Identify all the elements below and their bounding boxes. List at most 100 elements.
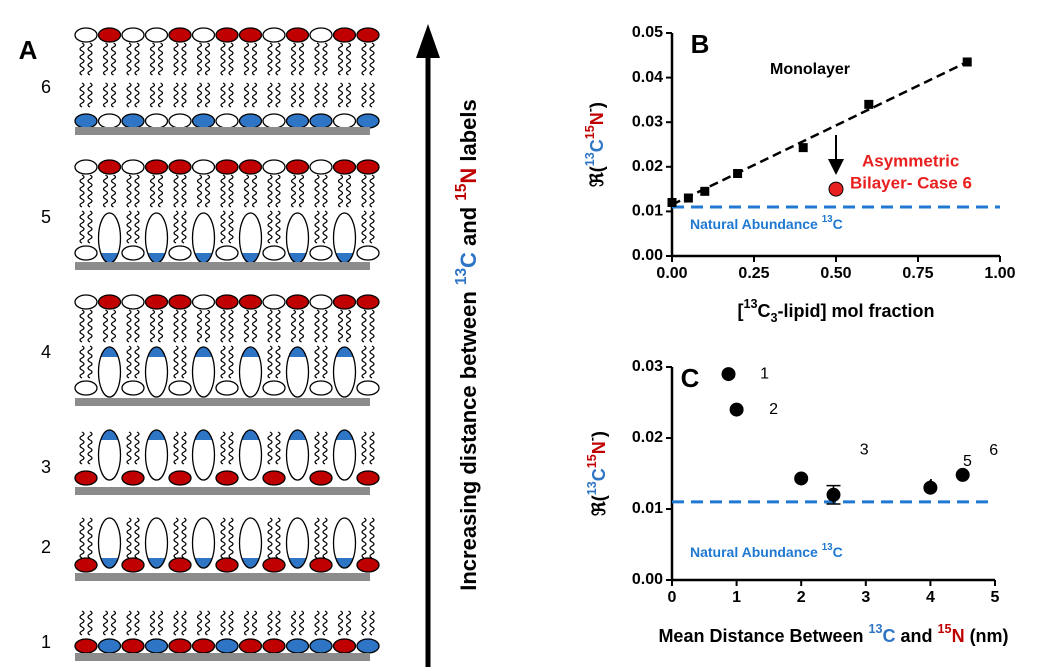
lipid-tail	[298, 82, 305, 108]
lipid-tail	[290, 42, 297, 76]
lipid-tail	[337, 82, 344, 108]
lipid-head	[215, 638, 239, 654]
lipid-tail	[87, 610, 93, 636]
lipid-tail	[267, 210, 273, 244]
lipid-tail	[361, 345, 367, 379]
text-run: -lipid] mol fraction	[778, 301, 935, 321]
marker	[667, 197, 677, 207]
lipid-tail	[243, 610, 250, 636]
lipid-label-cap	[145, 558, 168, 568]
lipid-label-cap	[239, 347, 262, 357]
lipid-tail	[181, 210, 187, 244]
marker	[683, 193, 693, 203]
lipid-tail	[369, 42, 375, 76]
lipid-tail	[369, 309, 375, 343]
lipid-tail	[267, 345, 273, 379]
lipid-tail	[322, 610, 328, 636]
x-tick-label: 4	[926, 589, 935, 606]
lipid-head	[121, 294, 145, 310]
lipid-tail	[134, 309, 140, 343]
lipid-tail	[298, 174, 305, 208]
lipid-tail	[173, 42, 179, 76]
lipid-tail	[290, 309, 297, 343]
lipid-tail	[181, 431, 187, 465]
lipid-head	[168, 27, 192, 43]
tall-lipid	[286, 347, 309, 397]
lipid-tail	[361, 210, 367, 244]
lipid-head	[356, 113, 380, 129]
lipid-tail	[314, 431, 320, 465]
lipid-tail	[196, 42, 203, 76]
point-label: 3	[860, 442, 869, 459]
lipid-tail	[337, 309, 344, 343]
lipid-tail	[126, 210, 132, 244]
lipid-tail	[149, 42, 156, 76]
lipid-tail	[228, 174, 234, 208]
lipid-tail	[79, 82, 85, 108]
x-tick-label: 0.50	[820, 265, 851, 282]
lipid-head	[262, 557, 286, 573]
tall-lipid-outline	[238, 517, 263, 569]
y-tick-label: 0.00	[632, 247, 663, 264]
lipid-tail	[87, 517, 93, 559]
marker	[794, 471, 809, 486]
lipid-tail	[87, 345, 93, 379]
lipid-tail	[220, 431, 226, 465]
text-run: Natural Abundance	[690, 544, 822, 560]
lipid-tail	[275, 82, 281, 108]
lipid-tail	[298, 610, 305, 636]
lipid-tail	[87, 42, 93, 76]
arrow-label: Increasing distance between 13C and 15N …	[453, 99, 481, 591]
lipid-tail	[110, 174, 117, 208]
marker	[828, 181, 844, 197]
lipid-tail	[126, 309, 132, 343]
lipid-tail	[314, 174, 320, 208]
tall-lipid	[98, 213, 121, 263]
lipid-tail	[102, 309, 109, 343]
point-label: 5	[963, 453, 972, 470]
lipid-tail	[196, 174, 203, 208]
tall-lipid-outline	[191, 346, 216, 398]
text-run: C	[758, 301, 771, 321]
tall-lipid	[145, 347, 168, 397]
lipid-head	[191, 27, 216, 43]
lipid-head	[215, 159, 239, 175]
lipid-head	[262, 27, 286, 43]
lipid-tail	[126, 517, 132, 559]
lipid-tail	[79, 42, 85, 76]
lipid-head	[168, 470, 192, 486]
tall-lipid-outline	[238, 429, 263, 481]
lipid-tail	[134, 82, 140, 108]
lipid-label-cap	[286, 430, 309, 440]
lipid-tail	[275, 610, 281, 636]
y-tick-label: 0.05	[632, 24, 663, 41]
lipid-head	[215, 294, 239, 310]
lipid-head	[97, 27, 122, 43]
lipid-tail	[322, 82, 328, 108]
lipid-tail	[220, 517, 226, 559]
lipid-head	[121, 557, 145, 573]
tall-lipid	[286, 213, 309, 263]
lipid-tail	[79, 431, 85, 465]
lipid-head	[168, 380, 192, 396]
lipid-head	[215, 113, 239, 129]
lipid-head	[356, 294, 380, 310]
text-run: -	[585, 437, 599, 441]
lipid-tail	[149, 82, 156, 108]
lipid-tail	[251, 174, 258, 208]
lipid-tail	[204, 42, 211, 76]
lipid-tail	[173, 82, 179, 108]
text-run: 13	[585, 481, 599, 495]
lipid-head	[262, 245, 286, 261]
text-run: C	[456, 252, 481, 268]
lipid-tail	[228, 345, 234, 379]
text-run: )	[589, 431, 609, 437]
lipid-head	[215, 380, 239, 396]
y-tick-label: 0.03	[632, 358, 663, 375]
lipid-tail	[361, 174, 367, 208]
tall-lipid-outline	[97, 429, 122, 481]
lipid-head	[191, 294, 216, 310]
lipid-tail	[220, 42, 226, 76]
lipid-tail	[157, 610, 164, 636]
